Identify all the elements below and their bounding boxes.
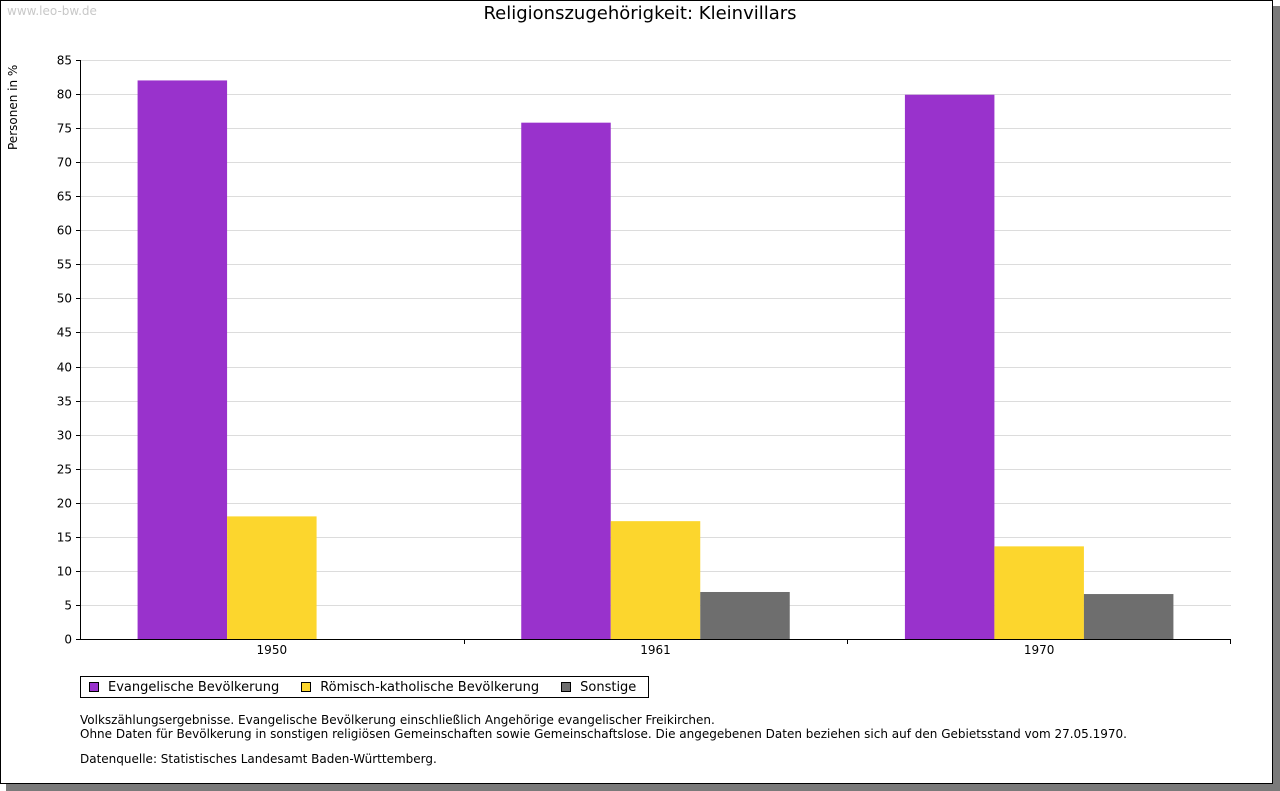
y-tick-label: 35 [57, 395, 72, 409]
chart-notes: Volkszählungsergebnisse. Evangelische Be… [80, 713, 1127, 741]
bar-sonstige-1961 [700, 591, 790, 639]
chart-title: Religionszugehörigkeit: Kleinvillars [483, 3, 797, 24]
y-tick-label: 20 [57, 497, 72, 511]
y-tick-label: 0 [64, 633, 72, 647]
bar-r-misch-katholische-bev-lkerung-1950 [227, 516, 317, 639]
x-tick-label: 1970 [1024, 643, 1055, 657]
y-tick-label: 60 [57, 224, 72, 238]
y-tick-label: 55 [57, 258, 72, 272]
bar-evangelische-bev-lkerung-1961 [521, 122, 611, 640]
x-tick-label: 1950 [257, 643, 288, 657]
y-tick-label: 25 [57, 463, 72, 477]
frame-shadow-bottom [6, 784, 1280, 791]
bar-evangelische-bev-lkerung-1970 [904, 94, 995, 640]
x-tick-label: 1961 [640, 643, 671, 657]
y-tick-label: 5 [64, 599, 72, 613]
data-source: Datenquelle: Statistisches Landesamt Bad… [80, 752, 437, 766]
y-tick-label: 65 [57, 190, 72, 204]
y-tick-label: 50 [57, 292, 72, 306]
bar-r-misch-katholische-bev-lkerung-1961 [610, 521, 701, 639]
legend: Evangelische Bevölkerung Römisch-katholi… [80, 676, 650, 698]
bar-evangelische-bev-lkerung-1950 [137, 80, 228, 639]
legend-item-sonstige: Sonstige [561, 680, 636, 695]
bar-r-misch-katholische-bev-lkerung-1970 [994, 546, 1084, 639]
legend-swatch-katholisch [301, 682, 312, 692]
legend-item-katholisch: Römisch-katholische Bevölkerung [301, 680, 539, 695]
y-tick-label: 30 [57, 429, 72, 443]
note-line-1: Volkszählungsergebnisse. Evangelische Be… [80, 713, 715, 727]
legend-label-evangelisch: Evangelische Bevölkerung [108, 679, 280, 695]
y-tick-label: 15 [57, 531, 72, 545]
legend-swatch-evangelisch [89, 682, 99, 692]
legend-label-sonstige: Sonstige [580, 679, 637, 695]
y-tick-label: 10 [57, 565, 72, 579]
y-tick-label: 45 [57, 326, 72, 340]
legend-item-evangelisch: Evangelische Bevölkerung [89, 680, 279, 695]
watermark: www.leo-bw.de [7, 4, 97, 18]
legend-swatch-sonstige [561, 682, 572, 692]
note-line-2: Ohne Daten für Bevölkerung in sonstigen … [80, 727, 1127, 741]
y-tick-label: 80 [57, 88, 72, 102]
y-tick-label: 40 [57, 361, 72, 375]
bar-sonstige-1970 [1083, 594, 1174, 639]
y-tick-label: 70 [57, 156, 72, 170]
y-tick-label: 75 [57, 122, 72, 136]
y-tick-label: 85 [57, 54, 72, 68]
frame-shadow-right [1273, 6, 1280, 791]
legend-label-katholisch: Römisch-katholische Bevölkerung [320, 679, 540, 695]
